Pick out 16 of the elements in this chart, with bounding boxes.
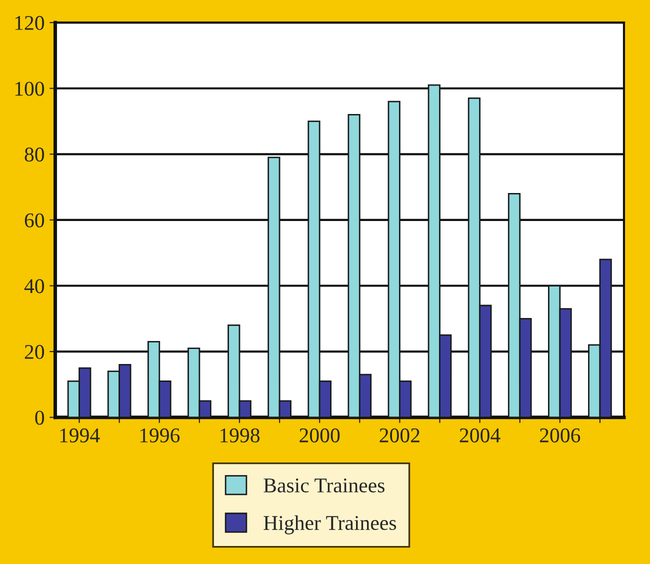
x-tick-label: 2006	[540, 428, 580, 442]
y-tick-label: 60	[24, 213, 44, 228]
x-tick-label: 2000	[300, 428, 340, 442]
y-tick-label: 100	[15, 82, 44, 96]
y-tick-label: 120	[15, 16, 44, 30]
y-tick-label: 80	[24, 148, 44, 162]
x-tick-label: 2002	[380, 428, 420, 442]
x-tick-label: 1996	[140, 428, 180, 442]
legend-label: Higher Trainees	[264, 515, 396, 534]
legend-label: Basic Trainees	[264, 478, 384, 492]
x-tick-label: 1994	[60, 428, 100, 442]
y-tick-label: 20	[24, 344, 44, 359]
x-tick-label: 1998	[220, 428, 260, 442]
y-tick-label: 40	[24, 279, 44, 294]
x-tick-label: 2004	[460, 428, 500, 442]
y-tick-label: 0	[35, 410, 44, 425]
